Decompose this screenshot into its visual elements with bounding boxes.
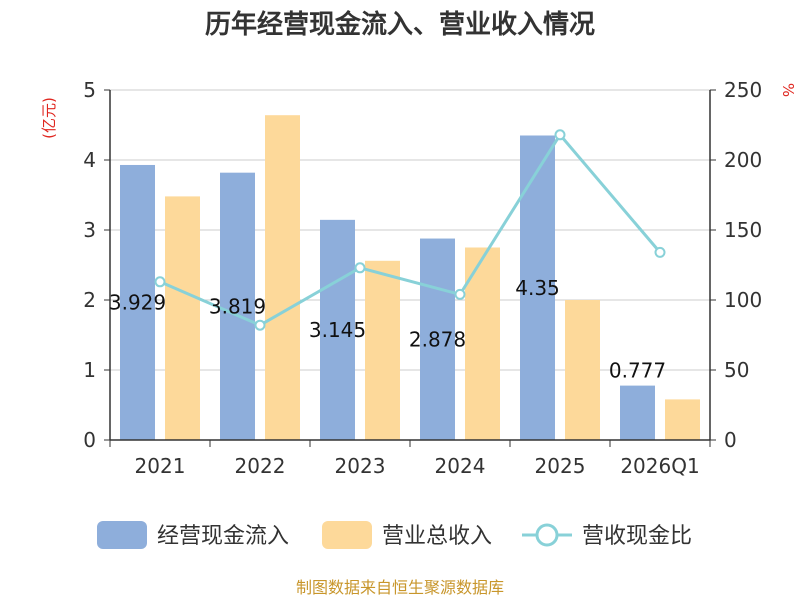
bar-cash-inflow	[220, 172, 255, 441]
legend-marker-ratio	[535, 523, 559, 547]
bar-cash-inflow	[420, 238, 455, 440]
bar-revenue	[565, 300, 600, 440]
left-axis-tick-label: 1	[83, 358, 96, 382]
ratio-point	[154, 276, 166, 288]
right-axis-tick-label: 50	[724, 358, 749, 382]
legend-swatch-cash-inflow	[97, 521, 147, 549]
left-axis-tick-label: 0	[83, 428, 96, 452]
bar-cash-inflow	[520, 135, 555, 440]
right-axis-tick-label: 150	[724, 218, 762, 242]
bar-cash-inflow	[120, 164, 155, 440]
ratio-point	[454, 288, 466, 300]
x-axis-tick-label: 2021	[135, 454, 186, 478]
x-axis-tick-label: 2025	[535, 454, 586, 478]
right-axis-tick-label: 100	[724, 288, 762, 312]
chart-title: 历年经营现金流入、营业收入情况	[205, 9, 595, 40]
x-axis-tick-label: 2023	[335, 454, 386, 478]
data-label-cash-inflow: 3.929	[109, 290, 166, 314]
bar-cash-inflow	[620, 385, 655, 440]
data-label-cash-inflow: 0.777	[609, 359, 666, 383]
legend-label-cash-inflow: 经营现金流入	[157, 524, 289, 549]
right-axis-unit: %	[779, 83, 797, 97]
bars-layer	[120, 115, 700, 441]
ratio-point	[354, 262, 366, 274]
bar-revenue	[265, 115, 300, 440]
left-axis-tick-label: 4	[83, 148, 96, 172]
ratio-point	[654, 246, 666, 258]
right-axis-tick-label: 200	[724, 148, 762, 172]
labels-layer: 3.929 3.819 3.145 2.878 4.35 0.777	[109, 276, 666, 383]
bar-revenue	[665, 399, 700, 440]
ratio-point	[554, 129, 566, 141]
legend: 经营现金流入 营业总收入 营收现金比	[97, 521, 692, 549]
x-axis-tick-label: 2026Q1	[620, 454, 699, 478]
left-axis-unit: (亿元)	[40, 97, 58, 139]
ratio-line	[159, 132, 662, 327]
x-axis-tick-label: 2024	[435, 454, 486, 478]
right-axis-tick-label: 0	[724, 428, 737, 452]
data-label-cash-inflow: 3.819	[209, 294, 266, 318]
bar-revenue	[365, 260, 400, 440]
left-axis-tick-label: 2	[83, 288, 96, 312]
legend-label-revenue: 营业总收入	[382, 524, 492, 549]
legend-swatch-revenue	[322, 521, 372, 549]
data-label-cash-inflow: 3.145	[309, 318, 366, 342]
ratio-point	[254, 319, 266, 331]
x-axis-tick-label: 2022	[235, 454, 286, 478]
source-note: 制图数据来自恒生聚源数据库	[296, 578, 504, 597]
bar-revenue	[165, 196, 200, 440]
data-label-cash-inflow: 2.878	[409, 327, 466, 351]
left-axis-tick-label: 3	[83, 218, 96, 242]
right-axis-tick-label: 250	[724, 78, 762, 102]
bar-cash-inflow	[320, 219, 355, 440]
grid-layer	[110, 89, 710, 371]
legend-label-ratio: 营收现金比	[582, 524, 692, 549]
line-layer	[154, 129, 666, 331]
left-axis-tick-label: 5	[83, 78, 96, 102]
data-label-cash-inflow: 4.35	[515, 276, 560, 300]
